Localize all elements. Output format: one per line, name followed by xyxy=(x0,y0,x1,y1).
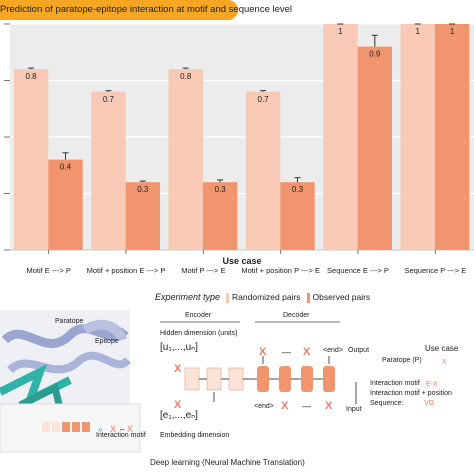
data-label-0-5: 1 xyxy=(416,27,421,36)
end-bottom-token: <end> xyxy=(254,403,274,410)
motif-mini-diagram: » X – X xyxy=(42,422,133,434)
x-tick-label-5: Sequence P ---> E xyxy=(404,266,466,275)
data-label-0-2: 0.8 xyxy=(180,72,192,81)
paratope-label: Paratope xyxy=(55,318,84,325)
x-tick-label-3: Motif + position P ---> E xyxy=(241,266,320,275)
x-tick-label-1: Motif + position E ---> P xyxy=(87,266,166,275)
footer-label: Deep learning (Neural Machine Translatio… xyxy=(150,458,305,467)
data-label-0-1: 0.7 xyxy=(103,95,115,104)
svg-text:X: X xyxy=(325,400,333,412)
bar-randomized-1 xyxy=(91,91,126,250)
legend-label-randomized: Randomized pairs xyxy=(232,292,301,302)
svg-text:–: – xyxy=(120,425,125,434)
decoder-label: Decoder xyxy=(283,312,310,319)
bar-observed-0 xyxy=(48,159,83,250)
data-label-1-5: 1 xyxy=(450,27,455,36)
bar-observed-2 xyxy=(202,182,238,250)
legend-swatch-randomized xyxy=(226,292,230,303)
encoder-label: Encoder xyxy=(185,312,212,319)
protein-structure-image xyxy=(0,310,132,410)
title-banner xyxy=(0,0,238,20)
interaction-motif-position-label: Interaction motif + position xyxy=(370,390,452,397)
end-top-token: <end> xyxy=(323,347,343,354)
legend-swatch-observed xyxy=(306,292,310,303)
interaction-motif-left-label: Interaction motif xyxy=(96,432,146,439)
hidden-vector: [u₁,...,uₙ] xyxy=(160,342,198,353)
svg-text:X: X xyxy=(303,346,311,358)
svg-text:X: X xyxy=(174,399,182,411)
data-label-0-3: 0.7 xyxy=(258,95,270,104)
chart-title: Prediction of paratope-epitope interacti… xyxy=(0,4,293,15)
svg-text:X: X xyxy=(110,424,116,434)
bar-randomized-4 xyxy=(323,24,358,250)
x-tick-label-0: Motif E ---> P xyxy=(26,266,70,275)
svg-text:»: » xyxy=(98,425,103,434)
output-label: Output xyxy=(348,347,370,354)
bar-randomized-5 xyxy=(400,24,435,250)
method-diagram: X X X X X X — — X E-X VG » X – X xyxy=(0,310,447,453)
epitope-label: Epitope xyxy=(95,338,119,345)
x-tick-label-4: Sequence E ---> P xyxy=(327,266,389,275)
x-axis-title: Use case xyxy=(222,256,261,266)
legend-item-observed: Observed pairs xyxy=(306,292,371,303)
input-label: Input xyxy=(346,406,362,413)
x-tick-label-2: Motif P ---> E xyxy=(181,266,225,275)
data-label-1-1: 0.3 xyxy=(137,185,149,194)
svg-text:VG: VG xyxy=(424,400,434,407)
bar-observed-5 xyxy=(434,24,470,250)
bar-observed-4 xyxy=(357,46,393,250)
data-label-0-4: 1 xyxy=(338,27,343,36)
legend-title: Experiment type xyxy=(155,292,221,303)
bar-randomized-0 xyxy=(13,69,49,250)
legend: Experiment type Randomized pairs Observe… xyxy=(155,292,370,303)
paratope-p-label: Paratope (P) xyxy=(382,357,422,364)
sequence-label: Sequence: xyxy=(370,400,404,407)
interaction-motif-label: Interaction motif xyxy=(370,380,420,387)
embedding-dimension-label: Embedding dimension xyxy=(160,432,230,439)
embedding-vector: [e₁,...,eₙ] xyxy=(160,410,198,421)
svg-text:X: X xyxy=(442,359,447,366)
hidden-dimension-label: Hidden dimension (units) xyxy=(160,330,238,337)
svg-text:X: X xyxy=(127,424,133,434)
data-label-0-0: 0.8 xyxy=(26,72,38,81)
svg-text:X: X xyxy=(259,346,267,358)
svg-text:—: — xyxy=(282,347,291,357)
data-label-1-0: 0.4 xyxy=(60,163,72,172)
legend-item-randomized: Randomized pairs xyxy=(226,292,301,303)
use-case-label: Use case xyxy=(425,344,459,353)
data-label-1-3: 0.3 xyxy=(292,185,304,194)
legend-label-observed: Observed pairs xyxy=(312,292,371,302)
svg-text:X: X xyxy=(174,363,182,375)
data-label-1-4: 0.9 xyxy=(369,50,381,59)
svg-text:—: — xyxy=(302,401,311,411)
bar-observed-1 xyxy=(125,182,161,250)
svg-text:E-X: E-X xyxy=(426,381,438,388)
bar-randomized-3 xyxy=(245,91,281,250)
bar-observed-3 xyxy=(280,182,315,250)
svg-text:X: X xyxy=(281,400,289,412)
data-label-1-2: 0.3 xyxy=(215,185,227,194)
bar-randomized-2 xyxy=(168,69,203,250)
bar-chart: 0.8 0.4 Motif E ---> P 0.7 0.3 Motif + positi… xyxy=(4,23,474,275)
